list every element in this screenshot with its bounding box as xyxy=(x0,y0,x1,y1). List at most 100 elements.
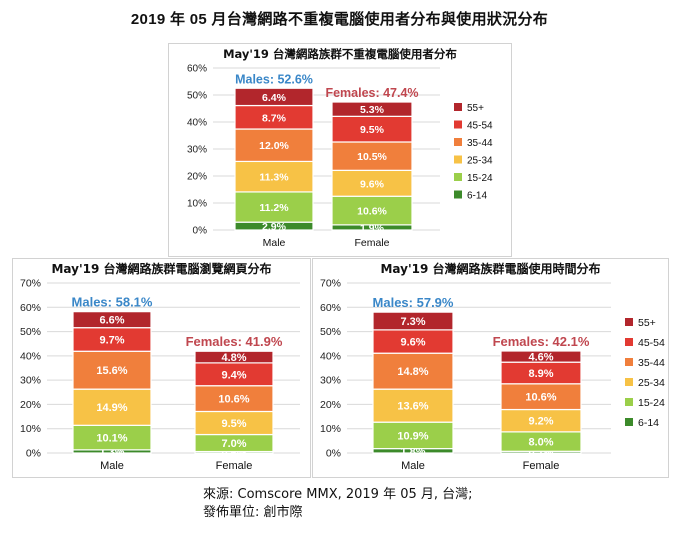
source-line: 來源: Comscore MMX, 2019 年 05 月, 台灣; xyxy=(203,487,473,502)
total-label: Females: 47.4% xyxy=(325,86,418,100)
data-label: 10.9% xyxy=(397,430,428,442)
y-tick-label: 10% xyxy=(20,423,41,435)
bar-segment xyxy=(72,350,152,390)
legend-swatch xyxy=(454,173,462,181)
y-tick-label: 50% xyxy=(20,326,41,338)
bar-segment xyxy=(372,352,454,390)
bar-segment xyxy=(331,101,413,117)
chart-title: May'19 台灣網路族群電腦瀏覽網頁分布 xyxy=(51,261,271,276)
chart-title: May'19 台灣網路族群不重複電腦使用者分布 xyxy=(223,47,457,61)
y-tick-label: 60% xyxy=(320,302,341,314)
data-label: 14.8% xyxy=(397,366,428,378)
bar-segment xyxy=(500,350,582,363)
data-label: 11.3% xyxy=(259,172,289,184)
legend-label: 15-24 xyxy=(467,173,493,184)
chart-panel-unique-users: May'19 台灣網路族群不重複電腦使用者分布 0% 10% 20% 30% 40% 50%… xyxy=(168,43,512,257)
chart-unique-users: May'19 台灣網路族群不重複電腦使用者分布 0% 10% 20% 30% 40% 50%… xyxy=(187,47,493,249)
chart-panel-page-views: May'19 台灣網路族群電腦瀏覽網頁分布 0% 10% 20% 30% 40% 50% 60… xyxy=(12,258,311,478)
data-label: 9.5% xyxy=(221,418,246,430)
legend-swatch xyxy=(454,120,462,129)
y-tick-label: 20% xyxy=(20,399,41,411)
bar-segment xyxy=(234,87,314,107)
source-note: 來源: Comscore MMX, 2019 年 05 月, 台灣; 發佈單位:… xyxy=(203,486,473,522)
legend-label: 6-14 xyxy=(638,417,659,429)
data-label: 10.5% xyxy=(357,151,387,163)
bar-segment xyxy=(372,421,454,450)
x-tick-label: Male xyxy=(263,237,286,249)
data-label: 15.6% xyxy=(96,365,127,377)
legend-swatch xyxy=(625,358,633,366)
legend-label: 35-44 xyxy=(638,357,665,369)
bar-segment xyxy=(234,128,314,163)
legend-label: 25-34 xyxy=(467,156,493,167)
bar-segment xyxy=(234,160,314,193)
legend-swatch xyxy=(625,418,633,426)
y-tick-label: 30% xyxy=(20,375,41,387)
legend-label: 45-54 xyxy=(467,121,493,132)
legend-swatch xyxy=(625,338,633,346)
legend-label: 6-14 xyxy=(467,191,487,202)
legend-label: 45-54 xyxy=(638,337,665,349)
data-label: 13.6% xyxy=(397,401,428,413)
data-label: 8.7% xyxy=(262,112,287,124)
y-tick-label: 60% xyxy=(187,64,207,75)
y-tick-label: 10% xyxy=(320,423,341,435)
total-label: Males: 58.1% xyxy=(72,295,153,310)
chart-panel-usage-time: May'19 台灣網路族群電腦使用時間分布 0% 10% 20% 30% 40% 50% 60… xyxy=(312,258,669,478)
y-tick-label: 10% xyxy=(187,199,207,210)
bar-segment xyxy=(331,141,413,171)
bar-segment xyxy=(72,424,152,451)
y-tick-label: 0% xyxy=(193,226,208,237)
data-label: 11.2% xyxy=(259,202,289,214)
y-tick-label: 20% xyxy=(320,399,341,411)
publisher-line: 發佈單位: 創市際 xyxy=(203,505,303,520)
y-tick-label: 0% xyxy=(26,448,41,460)
y-tick-label: 60% xyxy=(20,302,41,314)
bar-segment xyxy=(72,388,152,426)
data-label: 5.3% xyxy=(360,104,385,116)
y-tick-label: 40% xyxy=(320,350,341,362)
total-label: Females: 41.9% xyxy=(186,334,283,349)
legend-swatch xyxy=(454,155,462,164)
data-label: 10.6% xyxy=(525,392,556,404)
y-tick-label: 20% xyxy=(187,172,207,183)
x-tick-label: Female xyxy=(523,460,560,472)
chart-title: May'19 台灣網路族群電腦使用時間分布 xyxy=(380,261,600,276)
page-title: 2019 年 05 月台灣網路不重複電腦使用者分布與使用狀況分布 xyxy=(130,11,549,28)
data-label: 12.0% xyxy=(259,140,289,152)
x-tick-label: Male xyxy=(401,460,425,472)
legend-label: 15-24 xyxy=(638,397,665,409)
data-label: 9.5% xyxy=(360,124,385,136)
bar-segment xyxy=(372,311,454,331)
y-tick-label: 0% xyxy=(326,448,341,460)
y-tick-label: 70% xyxy=(320,278,341,290)
data-label: 8.0% xyxy=(528,437,553,449)
data-label: 9.6% xyxy=(360,178,385,190)
x-tick-label: Female xyxy=(354,237,389,249)
total-label: Males: 52.6% xyxy=(235,72,313,86)
legend-label: 35-44 xyxy=(467,138,493,149)
data-label: 9.7% xyxy=(99,334,124,346)
data-label: 6.6% xyxy=(99,315,124,327)
data-label: 9.4% xyxy=(221,369,246,381)
legend-label: 55+ xyxy=(467,103,484,114)
data-label: 4.6% xyxy=(528,352,553,364)
chart-usage-time: May'19 台灣網路族群電腦使用時間分布 0% 10% 20% 30% 40% 50% 60… xyxy=(320,261,665,472)
data-label: 9.2% xyxy=(528,416,553,428)
legend-label: 25-34 xyxy=(638,377,665,389)
x-tick-label: Female xyxy=(216,460,253,472)
data-label: 14.9% xyxy=(96,402,127,414)
legend-swatch xyxy=(454,138,462,146)
y-tick-label: 50% xyxy=(320,326,341,338)
x-tick-label: Male xyxy=(100,460,124,472)
data-label: 6.4% xyxy=(262,92,287,104)
data-label: 8.9% xyxy=(528,368,553,380)
y-tick-label: 70% xyxy=(20,278,41,290)
y-tick-label: 30% xyxy=(320,375,341,387)
bar-segment xyxy=(331,169,413,197)
y-tick-label: 50% xyxy=(187,91,207,102)
data-label: 4.8% xyxy=(221,352,246,364)
bar-segment xyxy=(331,115,413,143)
legend-swatch xyxy=(454,103,462,111)
data-label: 10.6% xyxy=(357,206,387,218)
